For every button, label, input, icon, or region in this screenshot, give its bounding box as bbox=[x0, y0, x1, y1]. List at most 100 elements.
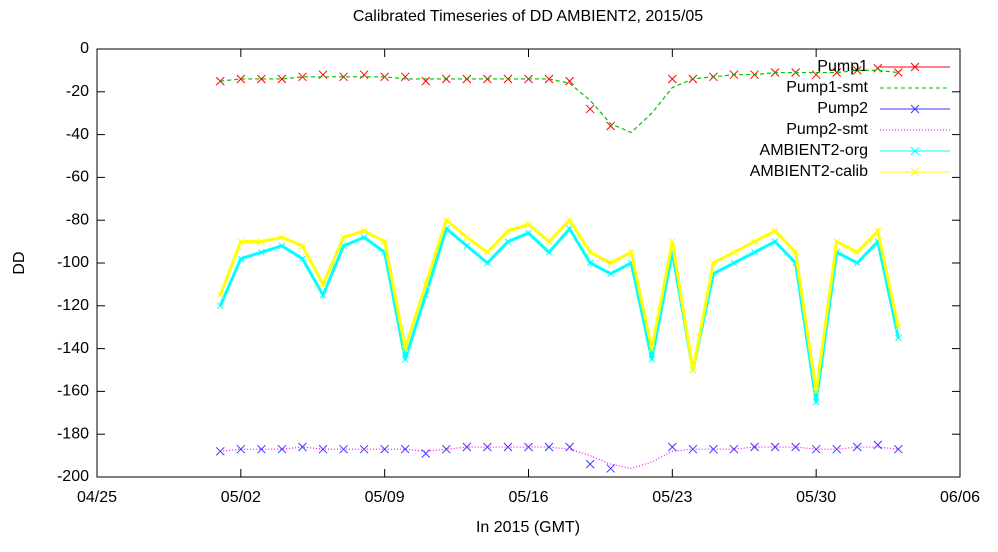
data-point bbox=[236, 74, 246, 84]
data-point bbox=[216, 291, 224, 299]
data-point bbox=[812, 388, 820, 395]
data-point bbox=[421, 449, 431, 458]
data-point bbox=[751, 248, 758, 256]
data-point bbox=[258, 238, 265, 245]
data-point bbox=[791, 442, 800, 452]
data-point bbox=[504, 227, 512, 235]
y-tick-label: -180 bbox=[57, 425, 89, 442]
y-tick-label: -60 bbox=[66, 169, 89, 186]
data-point bbox=[585, 459, 595, 469]
data-point bbox=[299, 242, 306, 250]
y-tick-label: -200 bbox=[57, 468, 89, 485]
data-point bbox=[833, 238, 841, 245]
data-point bbox=[730, 248, 738, 256]
data-point bbox=[667, 442, 677, 452]
data-point bbox=[566, 216, 573, 224]
legend-label: Pump1 bbox=[817, 58, 868, 75]
data-point bbox=[894, 444, 903, 454]
data-point bbox=[360, 227, 368, 235]
data-point bbox=[421, 76, 431, 86]
data-point bbox=[278, 233, 286, 241]
data-point bbox=[607, 259, 615, 267]
data-point bbox=[400, 72, 410, 82]
y-tick-label: -80 bbox=[66, 211, 89, 228]
data-point bbox=[566, 225, 573, 233]
data-point bbox=[257, 444, 266, 454]
series bbox=[220, 69, 899, 134]
legend-label: Pump2-smt bbox=[786, 121, 868, 138]
data-point bbox=[380, 444, 390, 454]
data-point bbox=[216, 302, 224, 310]
data-point bbox=[544, 442, 554, 452]
data-point bbox=[237, 255, 245, 263]
data-point bbox=[771, 227, 779, 235]
data-point bbox=[668, 238, 676, 245]
legend-label: AMBIENT2-org bbox=[760, 142, 868, 159]
y-tick-label: 0 bbox=[80, 40, 89, 57]
data-point bbox=[236, 444, 246, 454]
data-point bbox=[730, 259, 738, 267]
x-tick-label: 05/16 bbox=[508, 489, 548, 506]
data-point bbox=[586, 248, 594, 256]
data-point bbox=[462, 442, 472, 452]
data-point bbox=[524, 442, 533, 452]
data-point bbox=[895, 334, 902, 342]
y-tick-label: -20 bbox=[66, 83, 89, 100]
data-point bbox=[258, 248, 265, 256]
data-point bbox=[237, 238, 245, 245]
data-point bbox=[400, 444, 410, 454]
data-point bbox=[873, 440, 883, 450]
y-axis-label: DD bbox=[11, 251, 28, 274]
data-point bbox=[852, 442, 862, 452]
series bbox=[215, 63, 903, 131]
data-point bbox=[648, 345, 656, 352]
legend-marker bbox=[910, 104, 920, 114]
data-point bbox=[339, 72, 348, 82]
data-point bbox=[667, 74, 677, 84]
data-point bbox=[484, 259, 491, 267]
data-point bbox=[607, 270, 615, 278]
x-tick-label: 05/23 bbox=[652, 489, 692, 506]
data-point bbox=[319, 291, 327, 299]
data-point bbox=[441, 444, 451, 454]
data-point bbox=[770, 442, 780, 452]
y-tick-label: -160 bbox=[57, 383, 89, 400]
data-point bbox=[689, 366, 697, 374]
data-point bbox=[484, 248, 491, 256]
series-line bbox=[218, 226, 900, 403]
data-point bbox=[545, 238, 553, 245]
data-point bbox=[565, 76, 574, 86]
data-point bbox=[710, 259, 717, 267]
data-point bbox=[586, 259, 594, 267]
data-point bbox=[627, 248, 635, 256]
data-point bbox=[525, 229, 532, 237]
series bbox=[216, 216, 902, 395]
data-point bbox=[381, 238, 389, 245]
x-axis-label: In 2015 (GMT) bbox=[476, 519, 580, 536]
legend-label: Pump2 bbox=[817, 100, 868, 117]
data-point bbox=[874, 227, 882, 235]
data-point bbox=[895, 323, 902, 331]
data-point bbox=[298, 442, 307, 452]
data-point bbox=[709, 444, 718, 454]
data-point bbox=[442, 216, 450, 224]
data-point bbox=[751, 238, 758, 245]
y-tick-label: -120 bbox=[57, 297, 89, 314]
y-tick-label: -100 bbox=[57, 254, 89, 271]
data-point bbox=[504, 238, 512, 245]
data-point bbox=[319, 281, 327, 288]
data-point bbox=[401, 345, 409, 352]
data-point bbox=[585, 104, 595, 114]
x-tick-label: 06/06 bbox=[940, 489, 980, 506]
data-point bbox=[463, 242, 471, 250]
y-tick-label: -140 bbox=[57, 340, 89, 357]
data-point bbox=[463, 233, 471, 241]
data-point bbox=[729, 444, 739, 454]
data-point bbox=[832, 68, 842, 77]
chart-title: Calibrated Timeseries of DD AMBIENT2, 20… bbox=[353, 8, 703, 25]
data-point bbox=[648, 355, 656, 363]
legend-label: AMBIENT2-calib bbox=[750, 163, 868, 180]
data-point bbox=[278, 242, 286, 250]
legend-label: Pump1-smt bbox=[786, 79, 868, 96]
